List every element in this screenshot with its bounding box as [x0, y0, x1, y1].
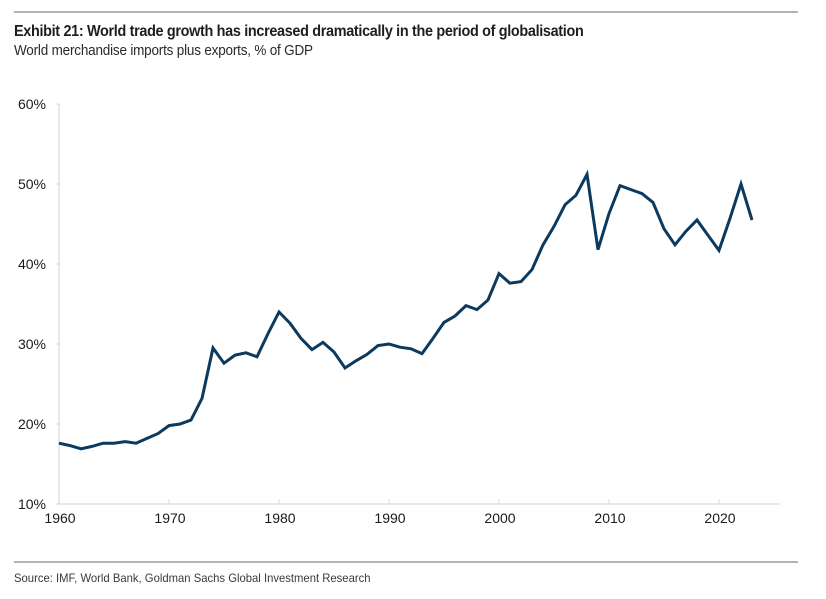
x-tick-label: 1980: [264, 510, 295, 526]
data-point-2004: [542, 243, 545, 246]
data-point-2000: [498, 272, 501, 275]
data-point-1961: [69, 444, 72, 447]
chart-title: Exhibit 21: World trade growth has incre…: [14, 23, 584, 40]
x-tick-label: 1990: [374, 510, 405, 526]
data-point-2013: [641, 192, 644, 195]
data-point-2001: [509, 282, 512, 285]
data-point-1964: [102, 442, 105, 445]
data-point-2019: [707, 234, 710, 237]
data-point-2022: [740, 183, 743, 186]
data-point-2008: [586, 173, 589, 176]
data-point-1995: [443, 321, 446, 324]
data-point-1991: [399, 346, 402, 349]
source-note: Source: IMF, World Bank, Goldman Sachs G…: [14, 571, 371, 585]
data-point-1997: [465, 304, 468, 307]
chart-subtitle: World merchandise imports plus exports, …: [14, 43, 313, 59]
data-point-1984: [322, 341, 325, 344]
data-point-1999: [487, 299, 490, 302]
data-point-2005: [553, 225, 556, 228]
data-point-1976: [234, 354, 237, 357]
data-point-1979: [267, 332, 270, 335]
data-point-1970: [168, 424, 171, 427]
data-point-2003: [531, 268, 534, 271]
y-tick-label: 50%: [18, 176, 46, 192]
data-point-2015: [663, 227, 666, 230]
data-point-2011: [619, 184, 622, 187]
x-axis: 1960 1970 1980 1990 2000 2010 2020: [44, 499, 780, 526]
series-line-0: [58, 169, 754, 451]
data-point-1990: [388, 343, 391, 346]
x-tick-label: 1970: [154, 510, 185, 526]
y-tick-label: 40%: [18, 256, 46, 272]
data-point-2010: [608, 212, 611, 215]
data-point-1988: [366, 353, 369, 356]
data-point-1996: [454, 315, 457, 318]
data-point-2012: [630, 188, 633, 191]
data-point-1978: [256, 355, 259, 358]
data-point-2002: [520, 280, 523, 283]
data-point-2009: [597, 248, 600, 251]
data-point-1986: [344, 367, 347, 370]
series-layer: [58, 169, 754, 451]
y-tick-label: 20%: [18, 416, 46, 432]
line-chart: 10% 20% 30% 40% 50% 60% 1960 1970 1980 1990 2000 2…: [18, 96, 780, 526]
data-point-1972: [190, 419, 193, 422]
data-point-2021: [729, 217, 732, 220]
data-point-2014: [652, 201, 655, 204]
data-point-1962: [80, 447, 83, 450]
data-point-2020: [718, 249, 721, 252]
data-point-1965: [113, 442, 116, 445]
data-point-1963: [91, 445, 94, 448]
data-point-1981: [289, 322, 292, 325]
data-point-1993: [421, 352, 424, 355]
data-point-1974: [212, 347, 215, 350]
data-point-1969: [157, 432, 160, 435]
data-point-1992: [410, 347, 413, 350]
data-point-1966: [124, 440, 127, 443]
data-point-1982: [300, 337, 303, 340]
data-point-2018: [696, 219, 699, 222]
x-tick-label: 2000: [484, 510, 515, 526]
x-tick-label: 2020: [704, 510, 735, 526]
bottom-divider: [14, 561, 798, 563]
data-point-1977: [245, 351, 248, 354]
data-point-1983: [311, 348, 314, 351]
data-point-1998: [476, 308, 479, 311]
x-tick-label: 1960: [44, 510, 75, 526]
data-point-1985: [333, 351, 336, 354]
top-divider: [14, 11, 798, 13]
data-point-2016: [674, 243, 677, 246]
data-point-1967: [135, 442, 138, 445]
y-tick-label: 60%: [18, 96, 46, 112]
data-point-1968: [146, 437, 149, 440]
y-axis: 10% 20% 30% 40% 50% 60%: [18, 96, 60, 512]
data-point-1989: [377, 344, 380, 347]
data-point-2017: [685, 230, 688, 233]
data-point-2006: [564, 203, 567, 206]
data-point-1973: [201, 397, 204, 400]
y-tick-label: 10%: [18, 496, 46, 512]
data-point-1994: [432, 337, 435, 340]
data-point-1960: [58, 442, 61, 445]
y-tick-label: 30%: [18, 336, 46, 352]
data-point-2023: [751, 219, 754, 222]
data-point-2007: [575, 194, 578, 197]
data-point-1980: [278, 311, 281, 314]
data-point-1987: [355, 359, 358, 362]
x-tick-label: 2010: [594, 510, 625, 526]
data-point-1971: [179, 423, 182, 426]
data-point-1975: [223, 362, 226, 365]
